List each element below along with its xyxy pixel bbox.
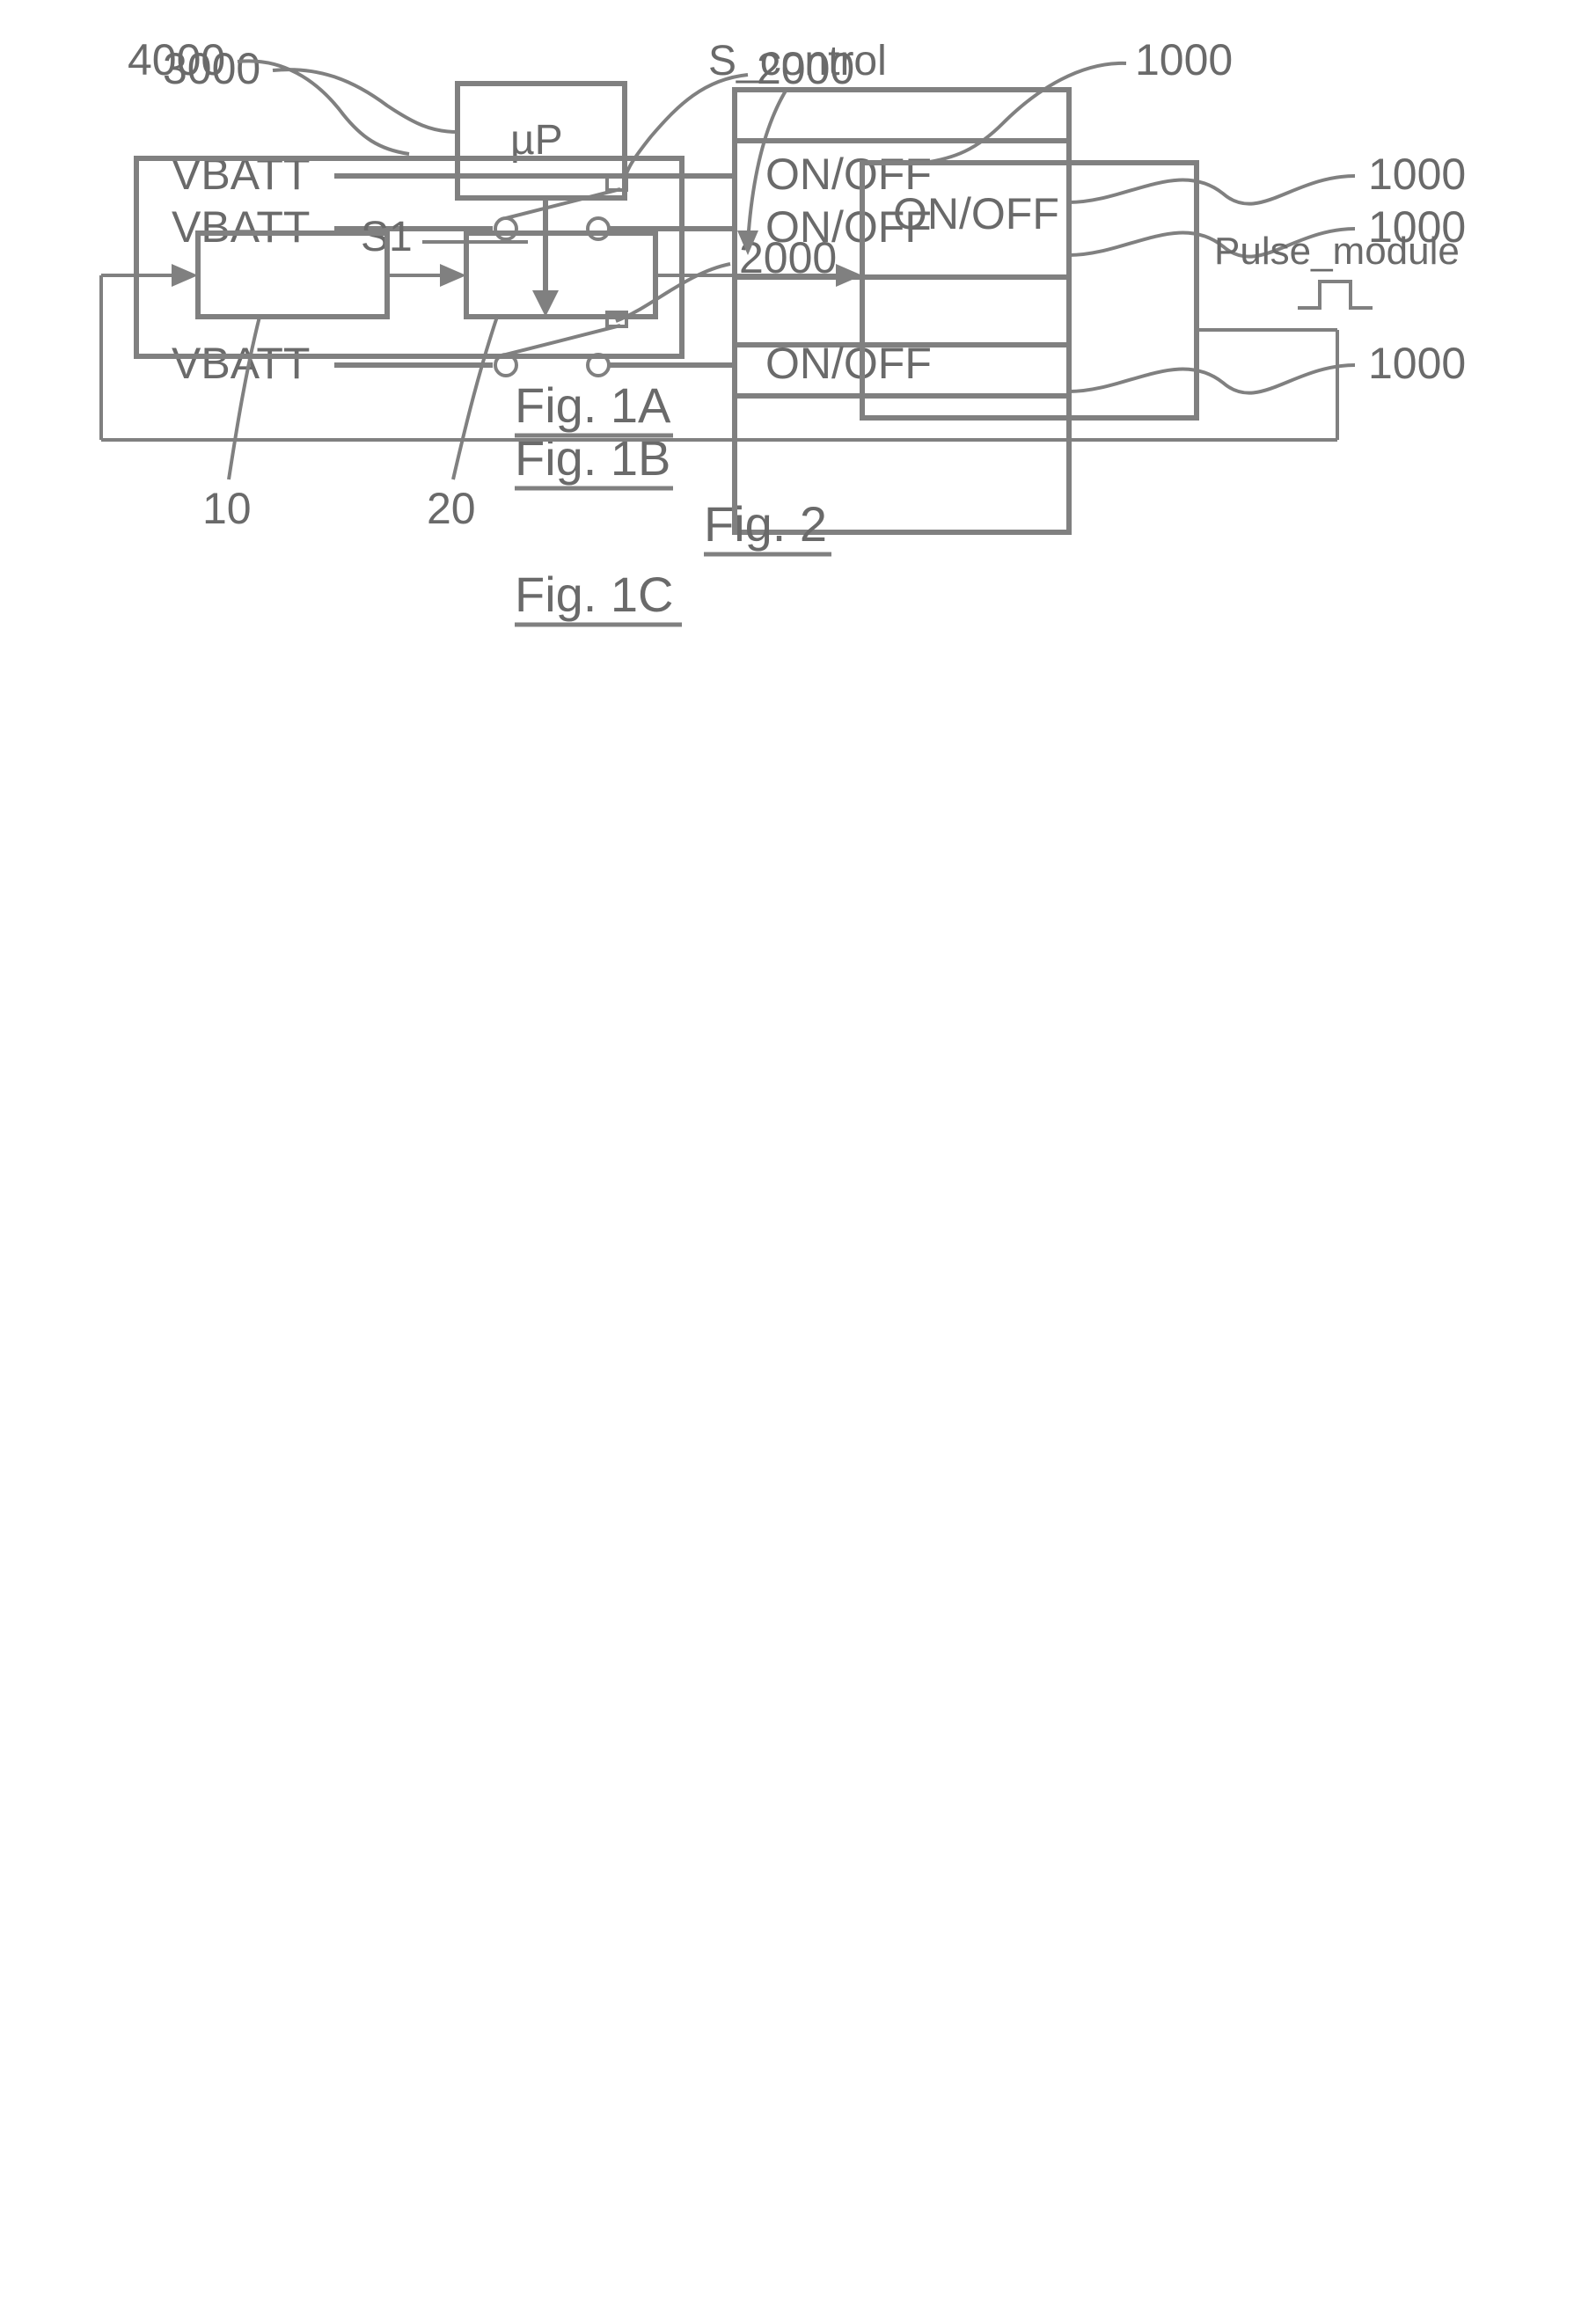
lead-20 (453, 317, 497, 479)
ref-10: 10 (202, 484, 252, 533)
pulse-icon (1298, 282, 1373, 308)
s-control-label: S_control (708, 38, 887, 84)
block-4000 (136, 158, 682, 356)
ref-4000: 4000 (128, 35, 225, 84)
figure-caption: Fig. 2 (704, 496, 827, 552)
arrow-right-icon (440, 264, 466, 287)
arrow-down-icon (737, 230, 758, 255)
figure-2: 4000 S_control 1000 ON/OFF Pulse_module (0, 0, 1596, 598)
lead-10 (229, 317, 260, 479)
onoff-label: ON/OFF (893, 189, 1059, 238)
ref-20: 20 (427, 484, 476, 533)
lead-s-control (748, 88, 787, 242)
pulse-module-label: Pulse_module (1214, 230, 1460, 273)
block-10 (198, 233, 387, 317)
lead-1000 (924, 63, 1126, 163)
arrow-right-icon (172, 264, 198, 287)
lead-4000 (238, 61, 409, 154)
block-20 (466, 233, 655, 317)
arrow-right-icon (836, 264, 862, 287)
ref-1000: 1000 (1135, 35, 1233, 84)
